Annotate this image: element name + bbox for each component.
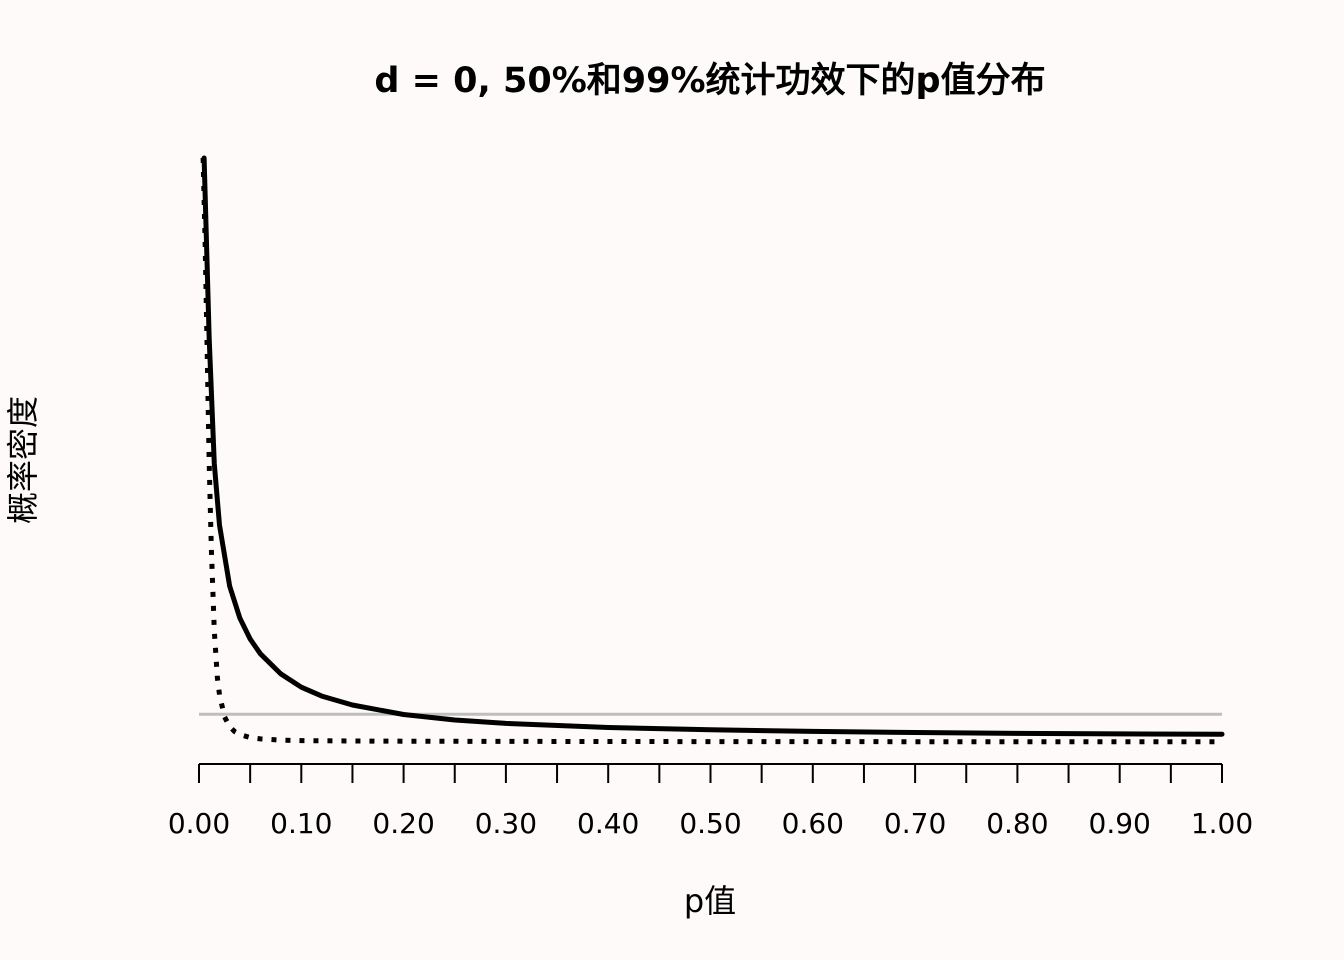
x-tick-label: 0.40 xyxy=(577,807,639,840)
plot-area xyxy=(199,155,1225,745)
x-axis-label: p值 xyxy=(684,882,736,920)
series-solid-line xyxy=(201,155,1225,737)
x-tick-label: 0.50 xyxy=(679,807,741,840)
x-tick-label: 0.70 xyxy=(884,807,946,840)
x-tick-label: 0.10 xyxy=(270,807,332,840)
x-tick-label: 0.80 xyxy=(986,807,1048,840)
y-axis-label: 概率密度 xyxy=(4,396,42,524)
series-dotted-line xyxy=(200,157,1222,745)
chart-title: d = 0, 50%和99%统计功效下的p值分布 xyxy=(374,61,1045,101)
x-tick-labels: 0.00 0.10 0.20 0.30 0.40 0.50 0.60 0.70 0.80 0.90… xyxy=(168,807,1253,840)
x-tick-label: 0.90 xyxy=(1089,807,1151,840)
x-tick-label: 1.00 xyxy=(1191,807,1253,840)
x-tick-label: 0.30 xyxy=(475,807,537,840)
x-tick-label: 0.00 xyxy=(168,807,230,840)
x-ticks xyxy=(198,764,1223,783)
x-tick-label: 0.60 xyxy=(782,807,844,840)
x-axis: 0.00 0.10 0.20 0.30 0.40 0.50 0.60 0.70 0.80 0.90… xyxy=(168,763,1253,840)
x-tick-label: 0.20 xyxy=(372,807,434,840)
